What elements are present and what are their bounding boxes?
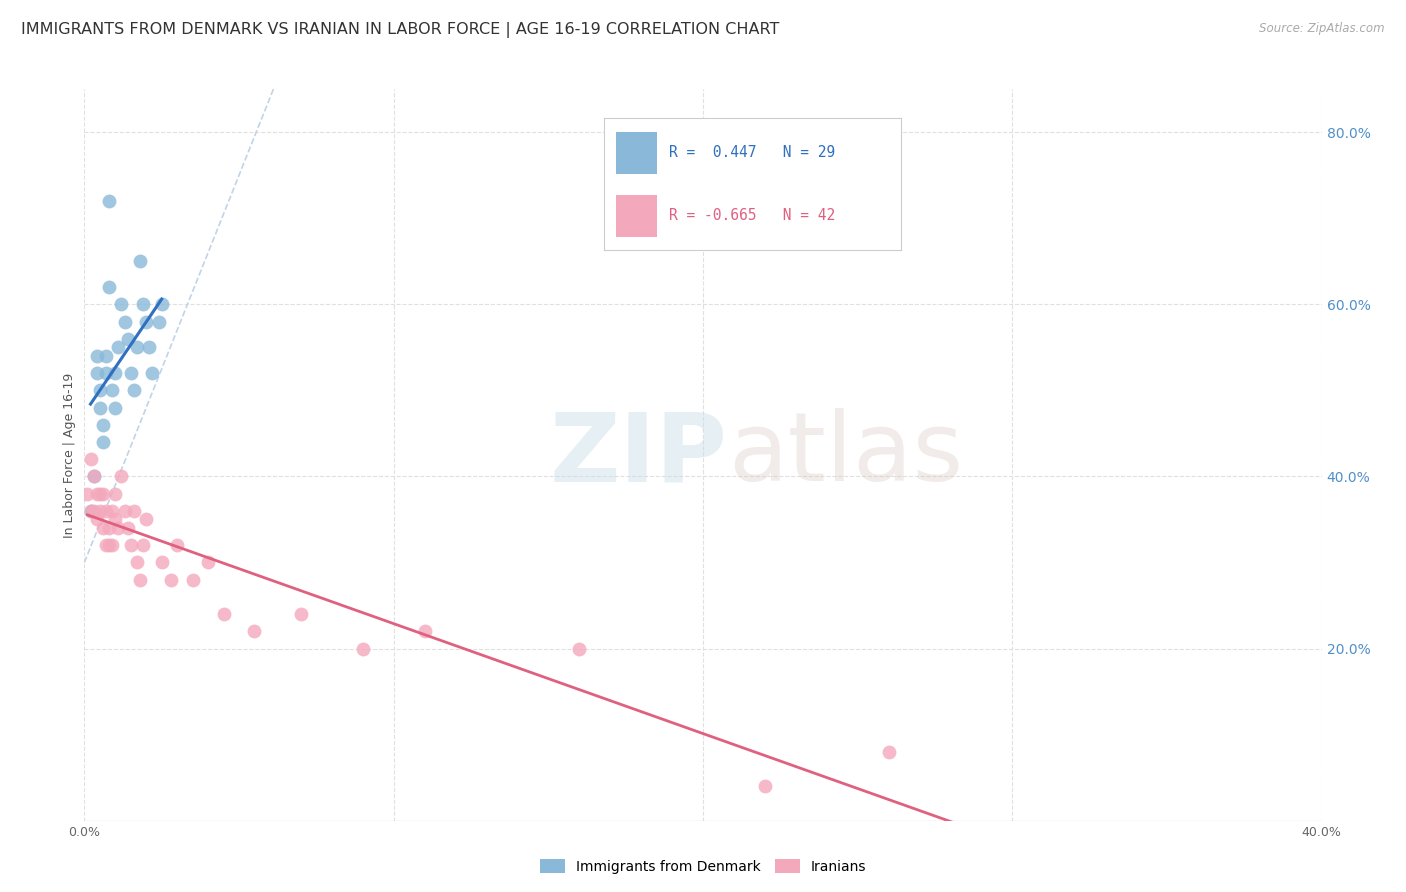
- Point: [138, 340, 160, 354]
- Point: [107, 340, 129, 354]
- Point: [129, 254, 152, 268]
- Point: [568, 641, 591, 656]
- Point: [877, 745, 900, 759]
- Point: [135, 314, 157, 328]
- Point: [91, 521, 114, 535]
- Point: [104, 486, 127, 500]
- Point: [98, 521, 121, 535]
- Point: [101, 504, 124, 518]
- Point: [101, 384, 124, 398]
- Point: [117, 521, 139, 535]
- Point: [114, 314, 136, 328]
- Point: [132, 297, 155, 311]
- Point: [104, 512, 127, 526]
- Point: [125, 340, 148, 354]
- Point: [754, 779, 776, 793]
- Point: [212, 607, 235, 621]
- Point: [86, 512, 108, 526]
- Point: [197, 556, 219, 570]
- Point: [141, 366, 163, 380]
- Point: [181, 573, 204, 587]
- Point: [150, 297, 173, 311]
- Point: [110, 469, 132, 483]
- Point: [79, 504, 101, 518]
- Text: atlas: atlas: [728, 409, 963, 501]
- Point: [122, 384, 145, 398]
- Point: [120, 366, 142, 380]
- Y-axis label: In Labor Force | Age 16-19: In Labor Force | Age 16-19: [63, 372, 76, 538]
- Point: [120, 538, 142, 552]
- Point: [91, 417, 114, 432]
- Point: [94, 349, 117, 363]
- Text: Source: ZipAtlas.com: Source: ZipAtlas.com: [1260, 22, 1385, 36]
- Point: [91, 486, 114, 500]
- Point: [89, 504, 111, 518]
- Point: [122, 504, 145, 518]
- Point: [94, 366, 117, 380]
- Point: [94, 538, 117, 552]
- Point: [104, 401, 127, 415]
- Legend: Immigrants from Denmark, Iranians: Immigrants from Denmark, Iranians: [534, 854, 872, 880]
- Point: [148, 314, 170, 328]
- Point: [91, 435, 114, 450]
- Point: [132, 538, 155, 552]
- Point: [83, 469, 105, 483]
- Point: [101, 538, 124, 552]
- Point: [89, 486, 111, 500]
- Text: ZIP: ZIP: [550, 409, 728, 501]
- Point: [160, 573, 183, 587]
- Point: [166, 538, 188, 552]
- Point: [413, 624, 436, 639]
- Point: [76, 486, 98, 500]
- Point: [107, 521, 129, 535]
- Point: [89, 384, 111, 398]
- Point: [129, 573, 152, 587]
- Point: [86, 349, 108, 363]
- Point: [98, 280, 121, 294]
- Point: [135, 512, 157, 526]
- Point: [117, 332, 139, 346]
- Point: [290, 607, 312, 621]
- Text: IMMIGRANTS FROM DENMARK VS IRANIAN IN LABOR FORCE | AGE 16-19 CORRELATION CHART: IMMIGRANTS FROM DENMARK VS IRANIAN IN LA…: [21, 22, 779, 38]
- Point: [352, 641, 374, 656]
- Point: [89, 401, 111, 415]
- Point: [98, 538, 121, 552]
- Point: [104, 366, 127, 380]
- Point: [243, 624, 266, 639]
- Point: [83, 504, 105, 518]
- Point: [98, 194, 121, 208]
- Point: [114, 504, 136, 518]
- Point: [110, 297, 132, 311]
- Point: [150, 556, 173, 570]
- Point: [125, 556, 148, 570]
- Point: [79, 504, 101, 518]
- Point: [86, 486, 108, 500]
- Point: [86, 366, 108, 380]
- Point: [83, 469, 105, 483]
- Point: [79, 452, 101, 467]
- Point: [94, 504, 117, 518]
